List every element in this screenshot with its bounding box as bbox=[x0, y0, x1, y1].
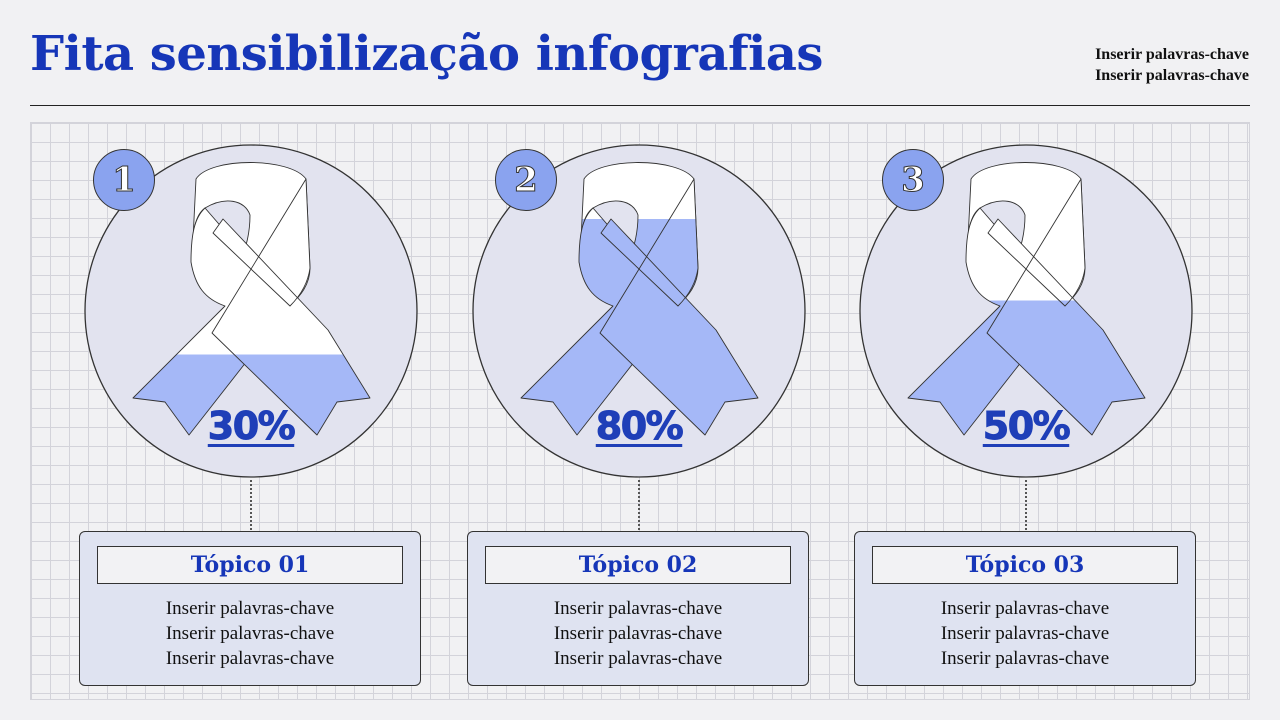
ribbon-graphic-2 bbox=[472, 144, 806, 478]
connector-line-2 bbox=[638, 480, 640, 530]
topic-keyword: Inserir palavras-chave bbox=[940, 598, 1110, 619]
topic-card-2: Tópico 02 Inserir palavras-chave Inserir… bbox=[467, 531, 809, 686]
topic-keyword: Inserir palavras-chave bbox=[940, 648, 1110, 669]
ribbon-graphic-1 bbox=[84, 144, 418, 478]
header-keywords: Inserir palavras-chave Inserir palavras-… bbox=[1095, 44, 1249, 86]
topic-keyword: Inserir palavras-chave bbox=[165, 648, 335, 669]
topic-keywords-2: Inserir palavras-chave Inserir palavras-… bbox=[468, 596, 808, 671]
topic-keyword: Inserir palavras-chave bbox=[165, 623, 335, 644]
ribbon-right-tail bbox=[986, 178, 1146, 436]
topic-keyword: Inserir palavras-chave bbox=[940, 623, 1110, 644]
topic-card-3: Tópico 03 Inserir palavras-chave Inserir… bbox=[854, 531, 1196, 686]
awareness-ribbon-icon-1 bbox=[132, 162, 371, 436]
topic-keyword: Inserir palavras-chave bbox=[553, 598, 723, 619]
ribbon-right-tail bbox=[211, 178, 371, 436]
topic-keyword: Inserir palavras-chave bbox=[165, 598, 335, 619]
topic-card-1: Tópico 01 Inserir palavras-chave Inserir… bbox=[79, 531, 421, 686]
topic-title-2: Tópico 02 bbox=[485, 546, 791, 584]
percentage-label-1: 30% bbox=[207, 404, 296, 449]
header-divider bbox=[30, 105, 1250, 106]
step-number-badge-2: 2 bbox=[495, 149, 557, 211]
ribbon-graphic-3 bbox=[859, 144, 1193, 478]
header-keyword-1: Inserir palavras-chave bbox=[1095, 46, 1249, 63]
topic-keywords-3: Inserir palavras-chave Inserir palavras-… bbox=[855, 596, 1195, 671]
awareness-ribbon-icon-2 bbox=[520, 162, 759, 436]
percentage-label-3: 50% bbox=[982, 404, 1071, 449]
ribbon-right-tail bbox=[599, 178, 759, 436]
infographic-item-2: 2 80% Tópico 02 Inserir palavras-chave I… bbox=[458, 0, 818, 700]
step-number-badge-1: 1 bbox=[93, 149, 155, 211]
topic-title-3: Tópico 03 bbox=[872, 546, 1178, 584]
connector-line-3 bbox=[1025, 480, 1027, 530]
page-title: Fita sensibilização infografias bbox=[30, 26, 823, 82]
topic-keyword: Inserir palavras-chave bbox=[553, 648, 723, 669]
topic-title-1: Tópico 01 bbox=[97, 546, 403, 584]
awareness-ribbon-icon-3 bbox=[907, 162, 1146, 436]
percentage-label-2: 80% bbox=[595, 404, 684, 449]
topic-keyword: Inserir palavras-chave bbox=[553, 623, 723, 644]
topic-keywords-1: Inserir palavras-chave Inserir palavras-… bbox=[80, 596, 420, 671]
header-keyword-2: Inserir palavras-chave bbox=[1095, 67, 1249, 84]
step-number-badge-3: 3 bbox=[882, 149, 944, 211]
infographic-item-1: 1 30% Tópico 01 Inserir palavras-chave I… bbox=[70, 0, 430, 700]
connector-line-1 bbox=[250, 480, 252, 530]
infographic-item-3: 3 50% Tópico 03 Inserir palavras-chave I… bbox=[845, 0, 1205, 700]
